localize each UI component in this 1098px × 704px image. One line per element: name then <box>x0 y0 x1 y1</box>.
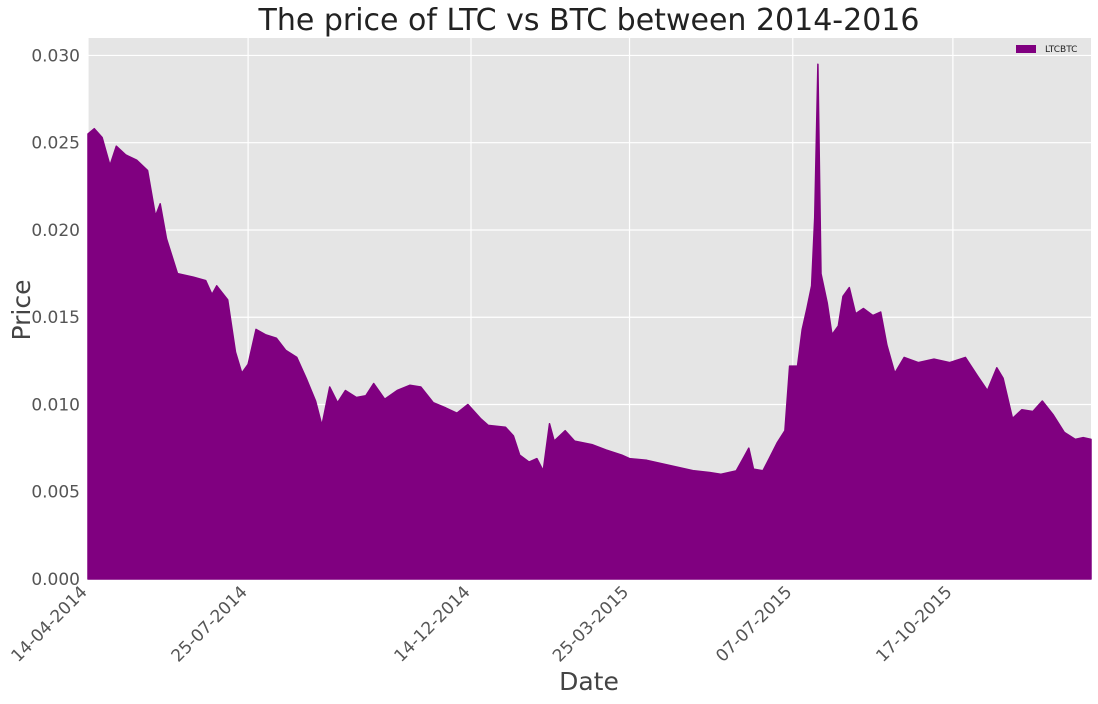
y-axis-ticks: 0.000 0.005 0.010 0.015 0.020 0.025 0.030 <box>31 46 80 590</box>
legend-label: LTCBTC <box>1045 45 1077 55</box>
x-tick-label: 07-07-2015 <box>712 582 796 666</box>
x-tick-label: 14-04-2014 <box>8 582 92 666</box>
x-tick-label: 25-07-2014 <box>168 582 252 666</box>
y-tick-label: 0.010 <box>31 395 80 415</box>
x-tick-label: 25-03-2015 <box>549 582 633 666</box>
x-axis-title: Date <box>559 667 619 696</box>
y-tick-label: 0.030 <box>31 46 80 66</box>
y-tick-label: 0.000 <box>31 570 80 590</box>
x-tick-label: 14-12-2014 <box>391 582 475 666</box>
chart-title: The price of LTC vs BTC between 2014-201… <box>258 3 920 38</box>
y-tick-label: 0.025 <box>31 134 80 154</box>
legend-swatch <box>1016 45 1036 53</box>
y-tick-label: 0.005 <box>31 483 80 503</box>
x-tick-label: 17-10-2015 <box>872 582 956 666</box>
series-area-group <box>87 63 1092 580</box>
legend: LTCBTC <box>1016 45 1077 55</box>
y-tick-label: 0.020 <box>31 221 80 241</box>
series-area-ltcbtc <box>87 63 1092 580</box>
x-axis-ticks: 14-04-2014 25-07-2014 14-12-2014 25-03-2015… <box>8 582 957 666</box>
y-tick-label: 0.015 <box>31 308 80 328</box>
y-axis-title: Price <box>7 280 36 341</box>
